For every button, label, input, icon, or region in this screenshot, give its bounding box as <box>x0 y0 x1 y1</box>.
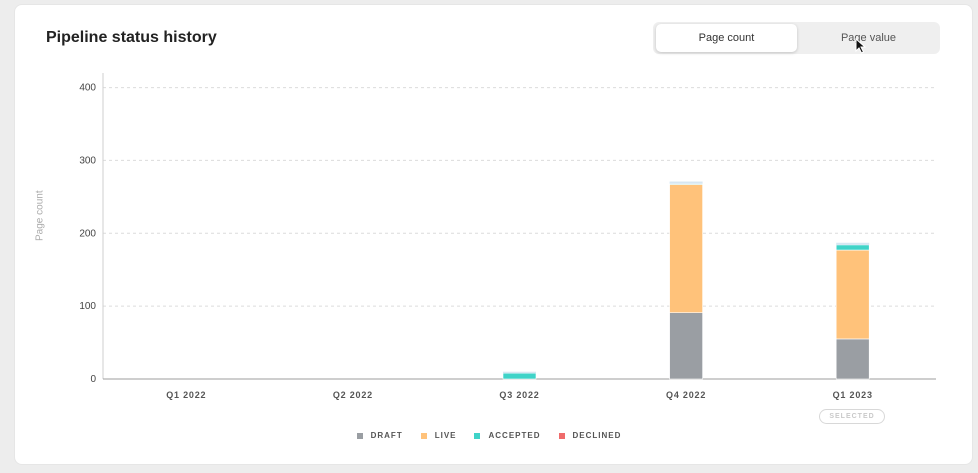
x-tick-label: Q1 2023 <box>833 390 873 400</box>
bar-segment-live <box>835 249 870 340</box>
page-count-toggle[interactable]: Page count <box>656 24 797 52</box>
bar-segment-draft <box>669 312 703 380</box>
legend-label-accepted: ACCEPTED <box>488 431 541 440</box>
legend-item-declined[interactable]: DECLINED <box>558 431 622 440</box>
page-value-toggle[interactable]: Page value <box>840 32 897 44</box>
x-tick-label: Q3 2022 <box>499 390 539 400</box>
legend-label-live: LIVE <box>434 431 457 440</box>
bar-segment-accepted <box>669 183 703 185</box>
y-tick-label: 200 <box>79 228 96 239</box>
selected-badge: SELECTED <box>819 409 885 424</box>
legend-swatch-accepted <box>474 432 481 439</box>
y-tick-label: 0 <box>90 374 96 385</box>
legend-swatch-declined <box>558 432 565 439</box>
legend-item-draft[interactable]: DRAFT <box>356 431 403 440</box>
legend-swatch-live <box>420 432 427 439</box>
x-tick-label: Q4 2022 <box>666 390 706 400</box>
legend-item-accepted[interactable]: ACCEPTED <box>474 431 540 440</box>
legend-item-live[interactable]: LIVE <box>420 431 457 440</box>
bar-segment-top <box>669 181 703 184</box>
legend-swatch-draft <box>356 432 363 439</box>
legend-label-declined: DECLINED <box>572 431 622 440</box>
y-tick-label: 300 <box>79 155 96 166</box>
bar-segment-accepted <box>502 372 537 380</box>
chart-legend: DRAFT LIVE ACCEPTED DECLINED <box>0 431 978 440</box>
page-title: Pipeline status history <box>46 29 217 46</box>
chart-card <box>14 4 973 465</box>
legend-label-draft: DRAFT <box>370 431 403 440</box>
mouse-cursor-icon <box>855 38 867 54</box>
x-tick-label: Q1 2022 <box>166 390 206 400</box>
bar-segment-accepted <box>835 244 870 251</box>
x-tick-label: Q2 2022 <box>333 390 373 400</box>
bar-segment-top <box>836 242 870 245</box>
y-axis-label: Page count <box>34 190 46 241</box>
bar-segment-live <box>669 184 703 314</box>
bar-segment-top <box>503 371 536 374</box>
y-tick-label: 100 <box>79 301 96 312</box>
y-tick-label: 400 <box>79 83 96 94</box>
metric-toggle[interactable]: Page count Page value <box>653 22 940 54</box>
bar-segment-draft <box>835 338 870 380</box>
